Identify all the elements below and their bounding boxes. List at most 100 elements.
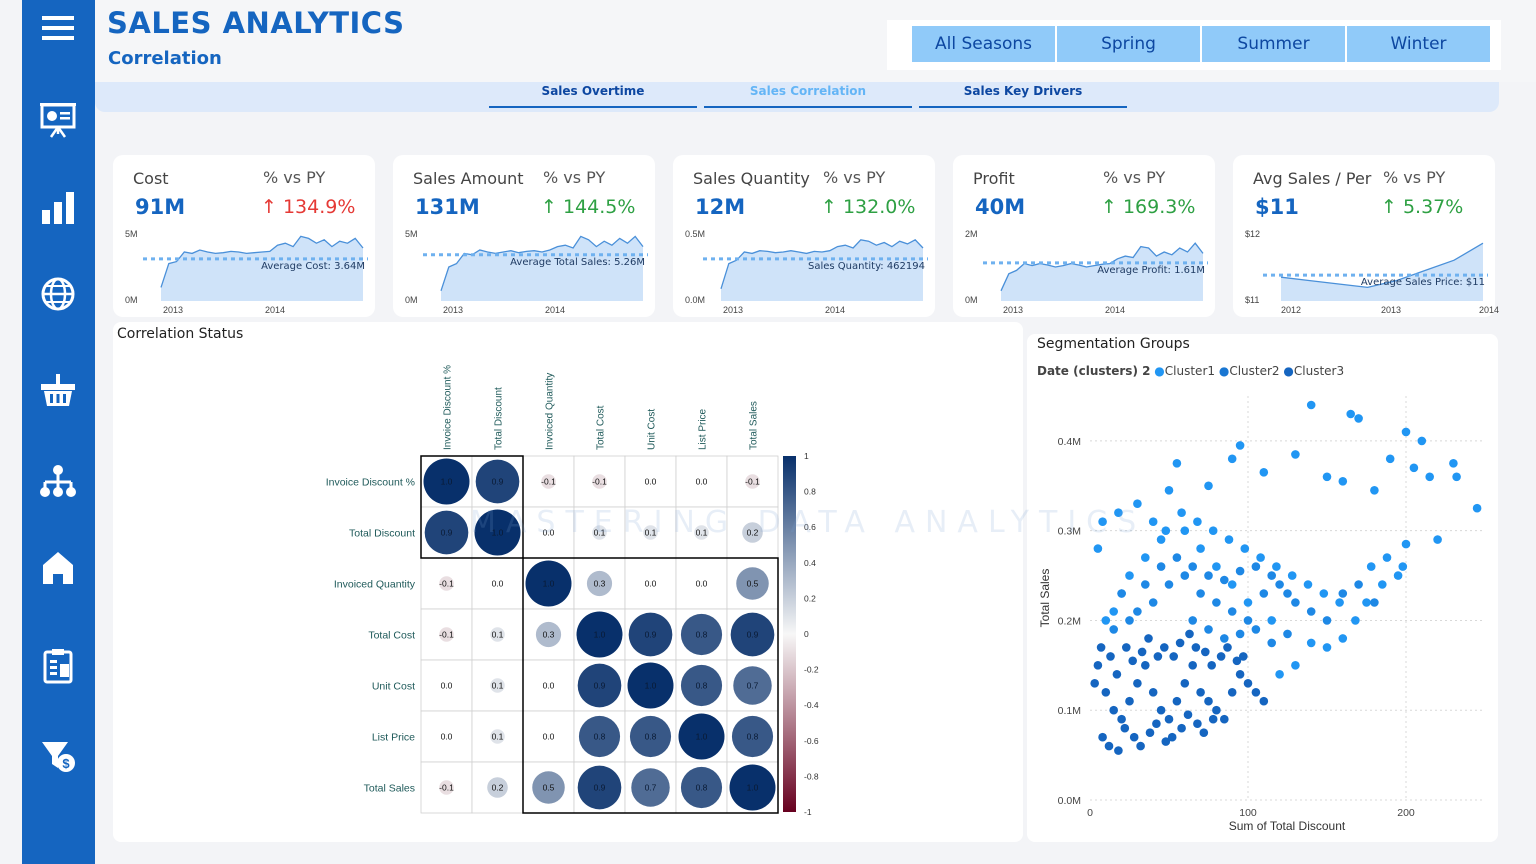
y-tick-label: 0.0M [1058, 795, 1081, 807]
scatter-point [1125, 571, 1134, 580]
correlation-circle [424, 510, 469, 555]
scatter-chart[interactable]: 0.0M 0.1M 0.2M 0.3M 0.4M 0 100 200 Sum of Total … [1027, 334, 1498, 842]
season-winter-button[interactable]: Winter [1347, 26, 1490, 62]
scatter-point [1096, 643, 1106, 652]
correlation-value: 0.9 [492, 477, 504, 487]
presentation-icon[interactable] [36, 98, 80, 142]
scatter-point [1338, 634, 1348, 643]
row-label: Total Cost [368, 630, 415, 642]
correlation-circle [733, 666, 772, 705]
kpi-card[interactable]: Sales Amount % vs PY 131M ↑ 144.5% 5M 0M 2013 2… [393, 155, 655, 317]
colorbar-tick: 0 [804, 629, 809, 639]
scatter-point [1136, 741, 1145, 751]
nav-bar: Sales Overtime Sales Correlation Sales K… [95, 82, 1499, 112]
correlation-value: 0.8 [696, 783, 708, 793]
scatter-point [1161, 737, 1171, 746]
scatter-point [1120, 723, 1130, 733]
tab-sales-key-drivers[interactable]: Sales Key Drivers [919, 82, 1127, 108]
correlation-circle [495, 581, 500, 586]
scatter-point [1164, 486, 1174, 495]
scatter-point [1093, 661, 1103, 670]
scatter-point [1180, 526, 1190, 535]
sparkline-line [1280, 242, 1484, 289]
correlation-value: 0.8 [594, 732, 606, 742]
scatter-point [1106, 652, 1115, 661]
scatter-point [1240, 544, 1250, 553]
correlation-value: -0.1 [439, 579, 454, 589]
correlation-value: 0.1 [696, 528, 708, 538]
scatter-point [1409, 463, 1419, 473]
tab-sales-overtime[interactable]: Sales Overtime [489, 82, 697, 108]
correlation-circle [730, 612, 775, 657]
sidebar: $ [22, 0, 95, 864]
sparkline-y-top: 2M [965, 229, 978, 239]
scatter-point [1259, 468, 1269, 477]
kpi-delta: ↑ 134.9% [261, 196, 356, 218]
scatter-point [1216, 652, 1226, 661]
scatter-point [1433, 535, 1442, 544]
tab-sales-correlation[interactable]: Sales Correlation [704, 82, 912, 108]
season-summer-button[interactable]: Summer [1202, 26, 1345, 62]
correlation-circle [627, 662, 674, 709]
scatter-point [1156, 562, 1166, 571]
season-spring-button[interactable]: Spring [1057, 26, 1200, 62]
scatter-point [1267, 571, 1276, 580]
correlation-value: 0.9 [441, 528, 453, 538]
sparkline-x-tick: 2014 [545, 305, 566, 315]
clipboard-icon[interactable] [36, 644, 80, 688]
correlation-value: 0.0 [696, 477, 708, 487]
scatter-point [1227, 607, 1237, 616]
correlation-circle [487, 777, 508, 798]
correlation-circle [439, 576, 454, 591]
correlation-circle [546, 734, 551, 739]
row-label: List Price [372, 732, 415, 744]
kpi-card[interactable]: Avg Sales / Per % vs PY $11 ↑ 5.37% $12 $11 20… [1233, 155, 1499, 317]
scatter-point [1204, 481, 1213, 491]
scatter-point [1188, 661, 1197, 670]
y-tick-label: 0.3M [1058, 526, 1081, 538]
funnel-dollar-icon[interactable]: $ [36, 734, 80, 778]
scatter-point [1283, 629, 1292, 639]
bar-chart-icon[interactable] [36, 186, 80, 230]
correlation-circle [423, 458, 470, 505]
menu-icon[interactable] [36, 6, 80, 50]
scatter-point [1177, 508, 1186, 517]
correlation-value: 0.8 [747, 732, 759, 742]
basket-icon[interactable] [36, 368, 80, 412]
kpi-card[interactable]: Profit % vs PY 40M ↑ 169.3% 2M 0M 2013 2014 Aver… [953, 155, 1215, 317]
page-subtitle: Correlation [108, 48, 222, 69]
scatter-point [1172, 459, 1182, 468]
scatter-point [1267, 638, 1276, 648]
scatter-point [1164, 714, 1174, 724]
scatter-legend: Date (clusters) 2 ●Cluster1 ●Cluster2 ●C… [1037, 364, 1344, 378]
home-icon[interactable] [36, 546, 80, 590]
row-label: Invoice Discount % [326, 477, 415, 489]
scatter-point [1212, 562, 1221, 571]
scatter-point [1167, 732, 1177, 742]
correlation-circle [742, 522, 763, 543]
scatter-point [1193, 517, 1202, 526]
kpi-card[interactable]: Sales Quantity % vs PY 12M ↑ 132.0% 0.5M 0.0M… [673, 155, 935, 317]
correlation-circle [643, 525, 658, 540]
legend-cluster3[interactable]: Cluster3 [1293, 364, 1345, 378]
scatter-point [1239, 652, 1248, 661]
hierarchy-icon[interactable] [36, 460, 80, 504]
season-all-button[interactable]: All Seasons [912, 26, 1055, 62]
kpi-card[interactable]: Cost % vs PY 91M ↑ 134.9% 5M 0M 2013 2014 Averag… [113, 155, 375, 317]
kpi-value: 91M [135, 195, 186, 219]
correlation-value: 1.0 [441, 477, 453, 487]
correlation-circle [680, 766, 723, 809]
sparkline-x-tick: 2014 [1105, 305, 1126, 315]
kpi-name: Sales Quantity [693, 169, 810, 188]
legend-cluster2[interactable]: Cluster2 [1229, 364, 1280, 378]
scatter-point [1141, 580, 1150, 589]
globe-icon[interactable] [36, 272, 80, 316]
legend-cluster1[interactable]: Cluster1 [1164, 364, 1216, 378]
colorbar-tick: 1 [804, 451, 809, 461]
correlation-value: 0.3 [543, 630, 555, 640]
correlation-value: 0.7 [645, 783, 657, 793]
colorbar-tick: -0.2 [804, 665, 819, 675]
y-tick-label: 0.1M [1058, 705, 1081, 717]
scatter-point [1393, 571, 1403, 580]
scatter-point [1128, 656, 1137, 666]
